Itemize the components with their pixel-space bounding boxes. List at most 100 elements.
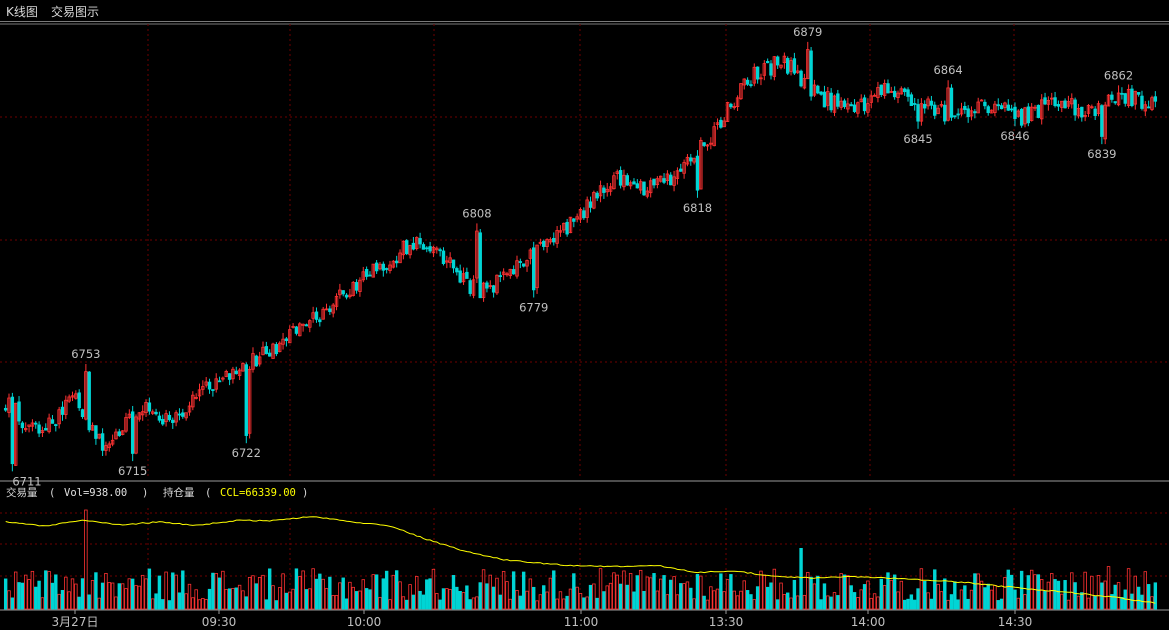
time-label: 11:00 — [564, 615, 599, 629]
candle-body — [906, 89, 910, 97]
candle-body — [17, 401, 21, 422]
volume-bar — [685, 581, 690, 610]
volume-bar — [378, 596, 382, 610]
candle-body — [147, 402, 152, 412]
candle-body — [378, 263, 382, 270]
tab-kline[interactable]: K线图 — [6, 5, 38, 19]
candle-body — [765, 61, 770, 64]
volume-bar — [695, 574, 700, 610]
volume-bar — [872, 593, 877, 610]
candle-body — [107, 443, 111, 448]
volume-bar — [622, 570, 626, 610]
volume-bar — [1040, 579, 1044, 610]
candle-body — [735, 97, 740, 107]
volume-bar — [247, 576, 252, 610]
volume-bar — [1130, 593, 1134, 610]
candle-body — [729, 103, 733, 108]
volume-bar — [909, 594, 914, 610]
volume-bar — [715, 588, 720, 610]
volume-bar — [157, 575, 162, 610]
volume-bar — [946, 599, 950, 610]
candle-body — [478, 232, 482, 299]
candle-body — [829, 92, 833, 111]
volume-bar — [264, 599, 269, 610]
candle-body — [134, 416, 138, 454]
candle-body — [334, 295, 339, 307]
volume-bar — [271, 585, 275, 610]
volume-bar — [628, 573, 633, 610]
volume-bar — [1019, 570, 1024, 610]
candle-body — [575, 216, 579, 220]
volume-bar — [1050, 573, 1054, 610]
candle-body — [120, 430, 125, 435]
candle-body — [648, 180, 653, 194]
candle-body — [394, 260, 399, 264]
volume-bar — [324, 588, 329, 610]
candle-body — [475, 230, 479, 279]
candle-body — [425, 247, 429, 250]
volume-bar — [648, 577, 653, 610]
volume-bar — [605, 585, 609, 610]
candle-body — [481, 282, 486, 298]
candle-body — [712, 126, 716, 147]
volume-bar — [792, 579, 797, 610]
candle-body — [1133, 90, 1137, 105]
candle-body — [44, 428, 48, 431]
volume-bar — [348, 581, 352, 610]
volume-bar — [939, 591, 944, 610]
volume-bar — [1076, 595, 1081, 610]
volume-bar — [809, 576, 813, 610]
volume-bar — [575, 586, 579, 610]
candle-body — [722, 120, 726, 128]
candle-body — [267, 352, 272, 357]
volume-bar — [802, 594, 807, 610]
volume-bar — [237, 584, 242, 610]
candle-body — [916, 104, 920, 122]
volume-bar — [154, 593, 158, 610]
tab-trade-chart[interactable]: 交易图示 — [51, 5, 100, 19]
volume-bar — [739, 590, 743, 610]
candle-body — [652, 178, 656, 186]
candle-body — [989, 109, 994, 114]
volume-bar — [171, 572, 175, 610]
candle-body — [137, 412, 142, 420]
candle-body — [1150, 97, 1154, 110]
volume-bar — [1033, 574, 1037, 610]
candle-body — [13, 402, 18, 466]
volume-bar — [435, 593, 439, 610]
candle-body — [592, 192, 596, 209]
candle-body — [1036, 104, 1041, 118]
time-label: 3月27日 — [52, 615, 99, 629]
price-annotation: 6779 — [519, 301, 548, 315]
volume-bar — [511, 571, 516, 610]
candle-body — [939, 104, 944, 107]
volume-bar — [471, 597, 476, 610]
candle-body — [959, 108, 964, 115]
volume-bar — [532, 586, 536, 610]
candle-body — [1023, 107, 1027, 125]
candle-body — [565, 221, 569, 235]
candle-body — [772, 56, 777, 77]
candle-body — [114, 431, 118, 440]
candle-body — [485, 282, 489, 289]
volume-bar — [384, 570, 389, 610]
volume-bar — [391, 574, 396, 610]
candle-body — [1076, 108, 1081, 117]
volume-bar — [1096, 575, 1101, 610]
volume-bar — [184, 593, 188, 610]
candle-body — [923, 103, 927, 109]
volume-bar — [923, 581, 927, 610]
candle-body — [257, 356, 262, 365]
volume-bar — [1103, 580, 1107, 610]
volume-bar — [772, 568, 777, 610]
volume-bar — [1143, 571, 1148, 610]
candle-body — [849, 104, 853, 107]
candle-body — [558, 230, 563, 233]
candle-body — [461, 273, 466, 283]
candle-body — [1056, 104, 1061, 107]
volume-bar — [267, 568, 272, 610]
volume-bar — [572, 573, 576, 610]
candle-body — [1009, 108, 1014, 111]
candle-body — [124, 417, 128, 432]
